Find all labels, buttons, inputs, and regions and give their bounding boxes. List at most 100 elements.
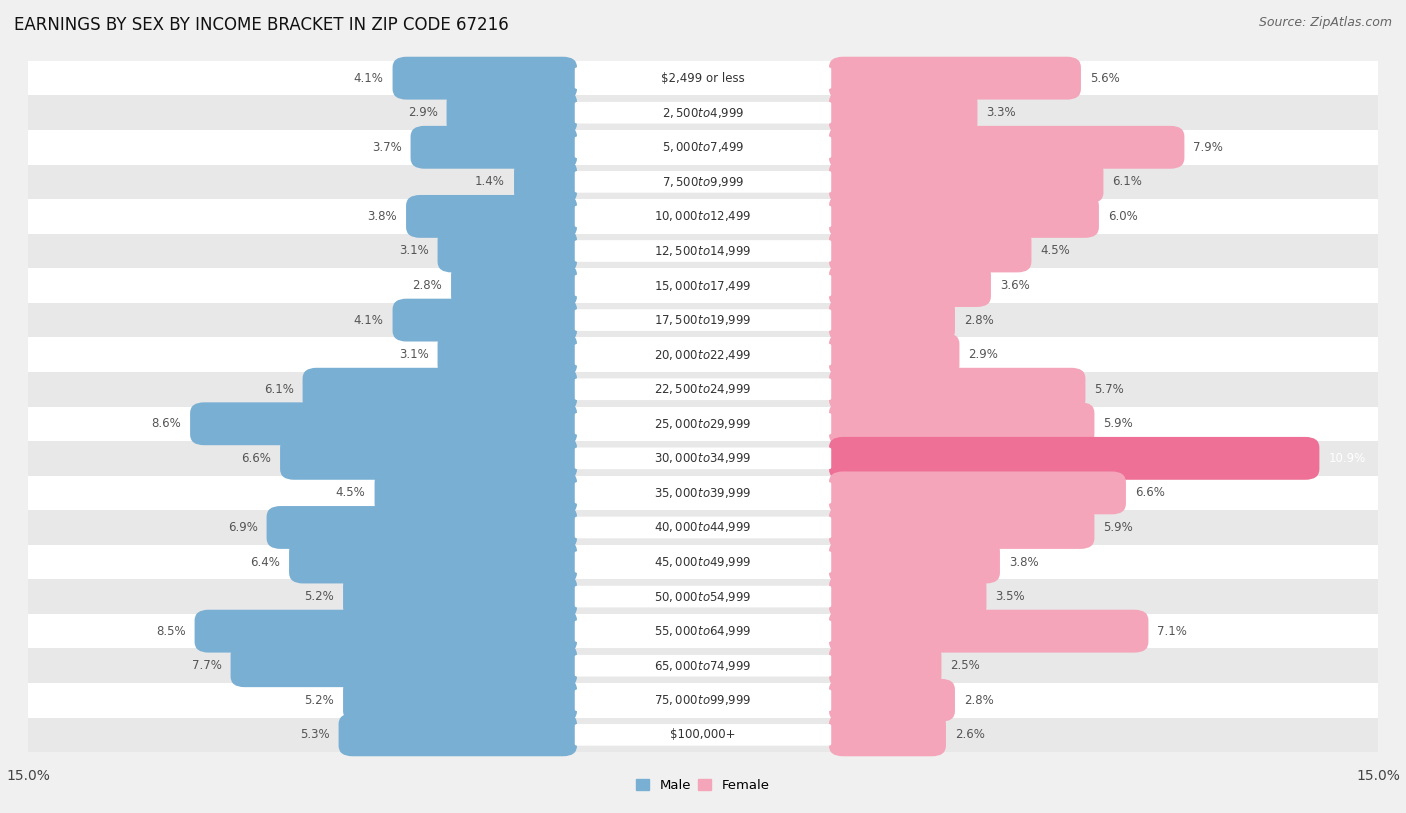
Bar xyxy=(28,476,1378,511)
FancyBboxPatch shape xyxy=(194,610,576,653)
FancyBboxPatch shape xyxy=(830,91,977,134)
Text: $45,000 to $49,999: $45,000 to $49,999 xyxy=(654,555,752,569)
FancyBboxPatch shape xyxy=(830,298,955,341)
Text: EARNINGS BY SEX BY INCOME BRACKET IN ZIP CODE 67216: EARNINGS BY SEX BY INCOME BRACKET IN ZIP… xyxy=(14,16,509,34)
Bar xyxy=(28,649,1378,683)
FancyBboxPatch shape xyxy=(437,333,576,376)
FancyBboxPatch shape xyxy=(830,714,946,756)
FancyBboxPatch shape xyxy=(830,367,1085,411)
Text: 10.9%: 10.9% xyxy=(1329,452,1365,465)
FancyBboxPatch shape xyxy=(575,67,831,89)
FancyBboxPatch shape xyxy=(830,644,942,687)
FancyBboxPatch shape xyxy=(575,206,831,228)
FancyBboxPatch shape xyxy=(406,195,576,238)
Bar xyxy=(28,614,1378,649)
Text: 4.5%: 4.5% xyxy=(1040,245,1070,258)
Text: $5,000 to $7,499: $5,000 to $7,499 xyxy=(662,141,744,154)
FancyBboxPatch shape xyxy=(575,551,831,573)
Legend: Male, Female: Male, Female xyxy=(631,773,775,797)
Text: 5.2%: 5.2% xyxy=(304,693,335,706)
Bar xyxy=(28,718,1378,752)
Text: $30,000 to $34,999: $30,000 to $34,999 xyxy=(654,451,752,465)
Text: $65,000 to $74,999: $65,000 to $74,999 xyxy=(654,659,752,672)
Text: 8.5%: 8.5% xyxy=(156,624,186,637)
Text: 3.1%: 3.1% xyxy=(399,348,429,361)
Text: $12,500 to $14,999: $12,500 to $14,999 xyxy=(654,244,752,258)
FancyBboxPatch shape xyxy=(830,437,1319,480)
Text: 3.7%: 3.7% xyxy=(371,141,402,154)
Text: $25,000 to $29,999: $25,000 to $29,999 xyxy=(654,417,752,431)
Text: 3.8%: 3.8% xyxy=(1010,555,1039,568)
Text: 3.1%: 3.1% xyxy=(399,245,429,258)
Bar xyxy=(28,95,1378,130)
Text: 6.6%: 6.6% xyxy=(242,452,271,465)
FancyBboxPatch shape xyxy=(575,378,831,400)
FancyBboxPatch shape xyxy=(302,367,576,411)
Text: $7,500 to $9,999: $7,500 to $9,999 xyxy=(662,175,744,189)
FancyBboxPatch shape xyxy=(575,102,831,124)
Bar xyxy=(28,545,1378,580)
Text: 5.9%: 5.9% xyxy=(1104,521,1133,534)
Text: $20,000 to $22,499: $20,000 to $22,499 xyxy=(654,348,752,362)
FancyBboxPatch shape xyxy=(451,264,576,307)
Bar xyxy=(28,372,1378,406)
FancyBboxPatch shape xyxy=(575,516,831,538)
FancyBboxPatch shape xyxy=(830,126,1184,169)
FancyBboxPatch shape xyxy=(437,229,576,272)
Text: $10,000 to $12,499: $10,000 to $12,499 xyxy=(654,210,752,224)
Text: 2.6%: 2.6% xyxy=(955,728,984,741)
Text: $2,500 to $4,999: $2,500 to $4,999 xyxy=(662,106,744,120)
Text: Source: ZipAtlas.com: Source: ZipAtlas.com xyxy=(1258,16,1392,29)
Text: 6.4%: 6.4% xyxy=(250,555,280,568)
FancyBboxPatch shape xyxy=(830,160,1104,203)
Text: 4.1%: 4.1% xyxy=(354,314,384,327)
FancyBboxPatch shape xyxy=(575,240,831,262)
Text: $55,000 to $64,999: $55,000 to $64,999 xyxy=(654,624,752,638)
FancyBboxPatch shape xyxy=(830,195,1099,238)
FancyBboxPatch shape xyxy=(830,57,1081,99)
FancyBboxPatch shape xyxy=(575,137,831,158)
FancyBboxPatch shape xyxy=(290,541,576,584)
Text: $40,000 to $44,999: $40,000 to $44,999 xyxy=(654,520,752,534)
Text: $50,000 to $54,999: $50,000 to $54,999 xyxy=(654,589,752,603)
Text: 2.8%: 2.8% xyxy=(965,693,994,706)
Bar xyxy=(28,268,1378,302)
Text: 6.1%: 6.1% xyxy=(1112,176,1142,189)
Text: $2,499 or less: $2,499 or less xyxy=(661,72,745,85)
Text: 2.9%: 2.9% xyxy=(408,107,437,120)
FancyBboxPatch shape xyxy=(830,264,991,307)
Text: 7.1%: 7.1% xyxy=(1157,624,1187,637)
Text: 3.8%: 3.8% xyxy=(367,210,396,223)
FancyBboxPatch shape xyxy=(575,585,831,607)
Text: 3.5%: 3.5% xyxy=(995,590,1025,603)
FancyBboxPatch shape xyxy=(830,472,1126,515)
FancyBboxPatch shape xyxy=(830,506,1094,549)
FancyBboxPatch shape xyxy=(830,402,1094,446)
Text: 6.0%: 6.0% xyxy=(1108,210,1137,223)
FancyBboxPatch shape xyxy=(190,402,576,446)
Bar xyxy=(28,302,1378,337)
Text: 3.6%: 3.6% xyxy=(1000,279,1029,292)
Bar xyxy=(28,511,1378,545)
FancyBboxPatch shape xyxy=(575,275,831,297)
Text: 3.3%: 3.3% xyxy=(987,107,1017,120)
Bar xyxy=(28,164,1378,199)
FancyBboxPatch shape xyxy=(447,91,576,134)
Text: 8.6%: 8.6% xyxy=(152,417,181,430)
FancyBboxPatch shape xyxy=(575,724,831,746)
FancyBboxPatch shape xyxy=(830,610,1149,653)
FancyBboxPatch shape xyxy=(343,679,576,722)
FancyBboxPatch shape xyxy=(575,482,831,504)
FancyBboxPatch shape xyxy=(575,447,831,469)
FancyBboxPatch shape xyxy=(267,506,576,549)
FancyBboxPatch shape xyxy=(575,344,831,366)
FancyBboxPatch shape xyxy=(830,679,955,722)
FancyBboxPatch shape xyxy=(392,298,576,341)
Text: 5.7%: 5.7% xyxy=(1094,383,1125,396)
FancyBboxPatch shape xyxy=(575,655,831,676)
Text: 6.1%: 6.1% xyxy=(264,383,294,396)
FancyBboxPatch shape xyxy=(411,126,576,169)
FancyBboxPatch shape xyxy=(575,309,831,331)
FancyBboxPatch shape xyxy=(575,171,831,193)
FancyBboxPatch shape xyxy=(575,689,831,711)
